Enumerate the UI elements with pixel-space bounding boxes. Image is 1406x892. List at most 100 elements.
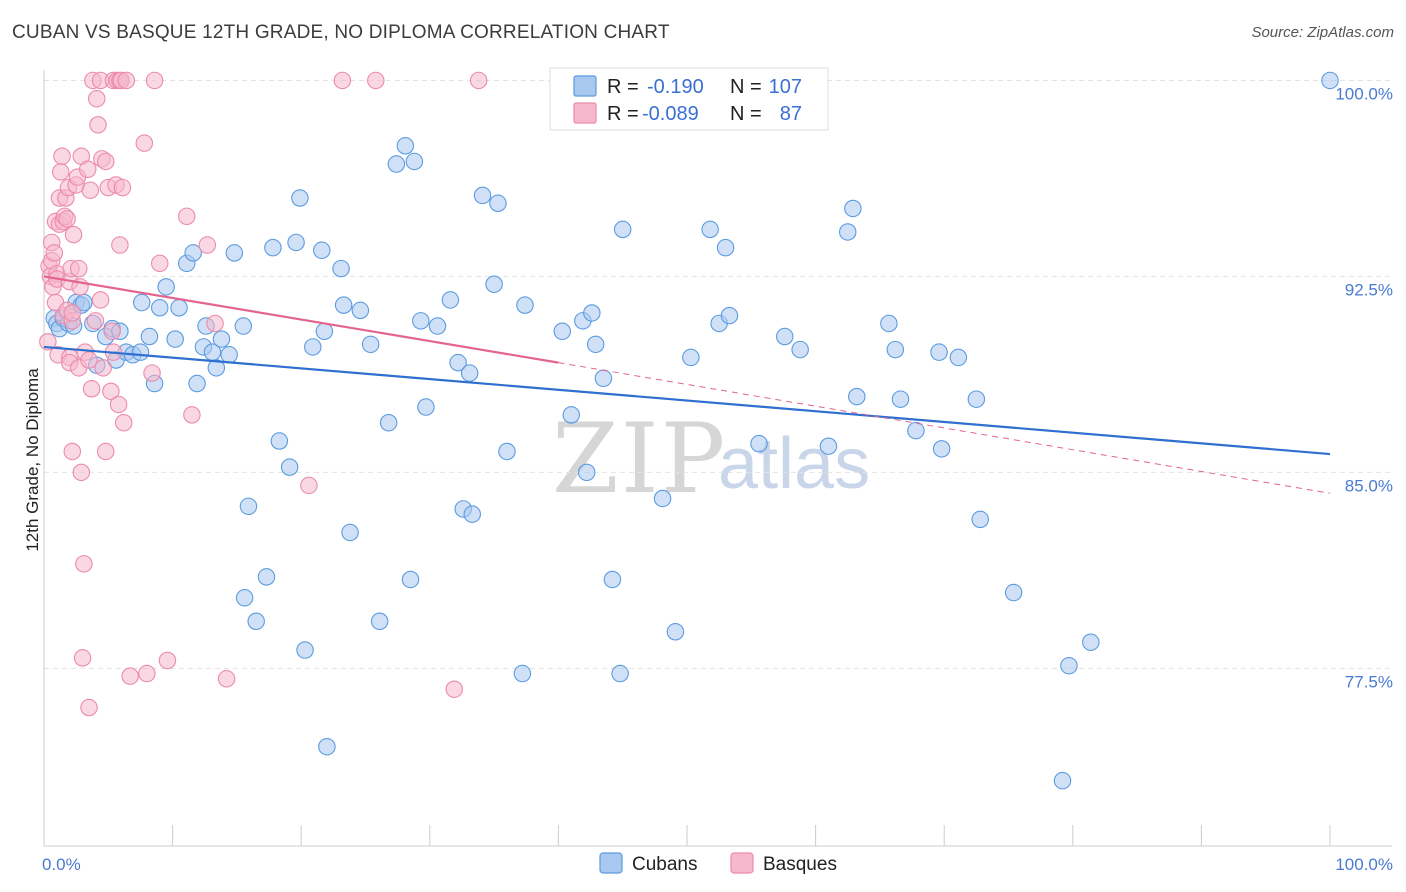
point-cubans xyxy=(463,505,481,523)
point-basques xyxy=(86,312,105,330)
point-cubans xyxy=(775,327,794,346)
point-cubans xyxy=(473,186,492,205)
point-basques xyxy=(53,147,71,165)
y-tick-label: 92.5% xyxy=(1345,280,1393,299)
point-basques xyxy=(469,71,488,90)
point-basques xyxy=(113,178,132,197)
point-cubans xyxy=(838,223,857,241)
point-cubans xyxy=(370,612,389,631)
point-basques xyxy=(80,351,98,369)
point-basques xyxy=(72,463,91,482)
grid xyxy=(44,79,1392,669)
point-basques xyxy=(94,359,112,377)
point-basques xyxy=(109,395,128,414)
point-cubans xyxy=(516,296,534,314)
point-basques xyxy=(91,291,110,309)
point-cubans xyxy=(166,330,184,348)
point-cubans xyxy=(750,434,768,453)
point-cubans xyxy=(513,664,532,683)
point-cubans xyxy=(212,330,231,348)
point-basques xyxy=(145,71,164,90)
points xyxy=(39,71,1339,790)
point-cubans xyxy=(498,442,516,461)
point-basques xyxy=(75,555,93,573)
point-cubans xyxy=(140,327,159,346)
point-basques xyxy=(445,680,463,698)
point-cubans xyxy=(1053,771,1072,790)
point-cubans xyxy=(318,737,336,756)
trend-line-basques-extrapolated xyxy=(558,362,1331,494)
point-cubans xyxy=(1060,656,1078,675)
point-basques xyxy=(58,210,76,228)
point-basques xyxy=(206,314,224,333)
point-cubans xyxy=(296,641,314,659)
point-cubans xyxy=(341,523,359,542)
point-cubans xyxy=(207,359,226,377)
point-basques xyxy=(117,71,136,90)
point-cubans xyxy=(184,244,202,262)
point-basques xyxy=(78,160,97,179)
point-cubans xyxy=(880,314,898,333)
legend-r-label-cubans: R = xyxy=(607,76,639,98)
point-basques xyxy=(69,259,88,278)
x-tick-label-max: 100.0% xyxy=(1335,855,1393,874)
trend-lines xyxy=(43,275,1331,494)
point-basques xyxy=(96,442,115,461)
point-cubans xyxy=(428,317,447,335)
legend-n-label-basques: N = xyxy=(730,103,762,125)
point-cubans xyxy=(170,299,188,317)
point-basques xyxy=(111,236,129,254)
point-basques xyxy=(80,698,98,717)
point-cubans xyxy=(264,238,282,257)
tick-labels: 77.5% 85.0% 92.5% 100.0% 0.0% 100.0% xyxy=(42,84,1393,874)
point-cubans xyxy=(1321,71,1339,90)
point-cubans xyxy=(225,244,244,262)
point-cubans xyxy=(613,220,632,239)
point-basques xyxy=(217,670,236,688)
point-cubans xyxy=(932,440,951,458)
point-basques xyxy=(367,71,385,90)
point-basques xyxy=(103,322,121,341)
x-tick-label-min: 0.0% xyxy=(42,855,81,874)
point-cubans xyxy=(287,233,305,252)
point-cubans xyxy=(967,390,986,408)
point-cubans xyxy=(441,291,460,309)
point-cubans xyxy=(489,194,507,213)
point-cubans xyxy=(594,369,613,388)
point-cubans xyxy=(583,304,601,322)
point-cubans xyxy=(819,437,838,455)
point-cubans xyxy=(150,299,169,317)
legend-r-label-basques: R = xyxy=(607,103,639,125)
point-cubans xyxy=(131,343,150,361)
point-cubans xyxy=(235,589,254,607)
point-cubans xyxy=(247,612,265,631)
point-cubans xyxy=(553,322,572,341)
point-cubans xyxy=(313,241,331,260)
point-basques xyxy=(177,207,196,226)
point-cubans xyxy=(234,317,253,335)
point-cubans xyxy=(460,364,479,382)
point-cubans xyxy=(387,155,406,173)
series-legend-swatch-basques xyxy=(730,852,754,874)
legend-r-value-cubans: -0.190 xyxy=(647,76,704,98)
point-basques xyxy=(143,364,161,382)
point-basques xyxy=(89,116,107,134)
point-cubans xyxy=(603,570,622,589)
point-cubans xyxy=(611,664,629,683)
point-cubans xyxy=(971,510,989,529)
point-basques xyxy=(96,152,115,171)
point-cubans xyxy=(132,293,151,312)
point-cubans xyxy=(239,497,258,516)
point-cubans xyxy=(791,340,809,359)
point-cubans xyxy=(401,570,420,589)
point-basques xyxy=(39,332,57,351)
series-legend-swatch-cubans xyxy=(599,852,623,874)
point-cubans xyxy=(417,398,435,416)
point-basques xyxy=(63,304,82,322)
point-cubans xyxy=(701,220,719,239)
point-basques xyxy=(82,380,101,398)
point-cubans xyxy=(930,343,948,361)
point-cubans xyxy=(361,335,380,354)
point-basques xyxy=(51,163,70,181)
point-cubans xyxy=(291,189,309,207)
